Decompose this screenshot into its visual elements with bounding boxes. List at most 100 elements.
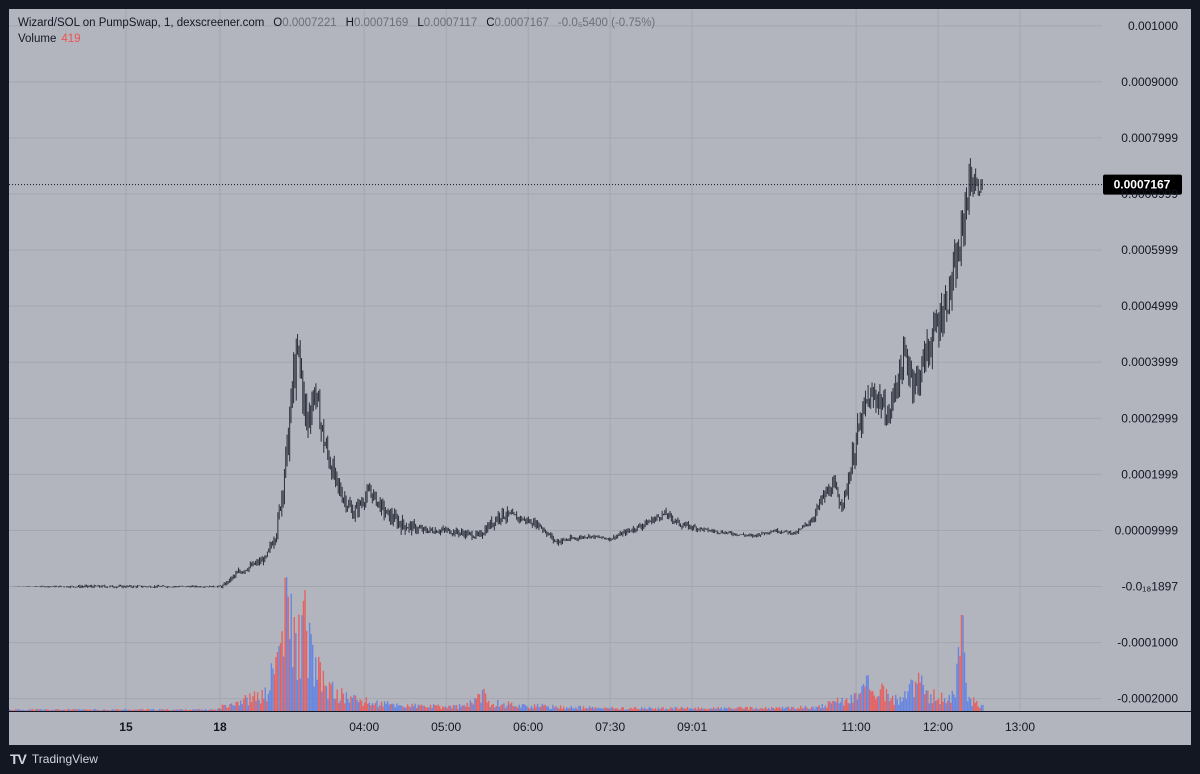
volume-bar [191,710,193,711]
volume-bar [111,709,113,711]
volume-bar [400,705,403,711]
volume-bar [359,699,361,711]
volume-bar [621,707,623,711]
volume-bar [642,708,644,711]
volume-bar [767,707,770,711]
volume-bar [936,700,938,711]
time-tick-label: 09:01 [677,720,707,734]
volume-bar [158,709,161,711]
volume-bar [318,656,320,711]
volume-bar [452,704,455,711]
volume-bar [122,709,124,711]
volume-bar [789,709,791,711]
volume-bar [53,709,55,711]
volume-bar [83,709,86,711]
volume-bar [100,710,103,711]
volume-bar [595,707,597,711]
volume-row: Volume 419 [18,31,655,47]
volume-bar [928,703,931,711]
volume-bar [148,709,150,711]
volume-bar [73,708,75,711]
volume-bar [119,710,121,711]
time-tick-label: 18 [213,720,227,734]
volume-bar [325,686,328,711]
tradingview-brand[interactable]: TradingView [31,752,98,766]
volume-bar [106,709,109,711]
volume-bar [950,702,952,711]
volume-bar [388,704,390,711]
volume-bar [715,708,718,711]
volume-bar [818,705,820,711]
symbol-title[interactable]: Wizard/SOL on PumpSwap, 1, dexscreener.c… [18,17,265,29]
volume-bar [656,709,658,711]
volume-bar [920,675,923,711]
tradingview-logo-icon[interactable]: TV [10,751,27,767]
volume-bar [258,699,260,711]
volume-bar [45,709,48,711]
volume-bar [588,706,591,711]
volume-bar [210,709,213,711]
volume-bar [390,704,392,711]
volume-bar [618,709,620,711]
volume-bar [957,647,960,711]
volume-bar [227,707,230,711]
volume-bar [940,692,943,711]
volume-bar [287,596,289,711]
volume-bar [829,701,831,711]
volume-bar [539,706,542,711]
volume-bar [553,707,556,711]
volume-bar [169,710,172,711]
volume-bar [454,705,456,711]
volume-bar [520,707,522,711]
volume-bar [797,707,799,711]
chart-svg[interactable]: 0.0007167 0.0010000.00090000.00079990.00… [9,9,1191,745]
volume-bar [330,684,332,711]
volume-bar [316,679,318,711]
volume-bar [408,706,410,711]
volume-bar [683,708,686,711]
volume-bar [35,709,37,711]
volume-bar [305,630,308,711]
chart-frame[interactable]: 0.0007167 0.001000 0.0009000 0.0007999 0.00… [9,9,1191,745]
volume-bar [501,704,504,711]
volume-bar [836,697,839,711]
volume-bar [601,708,603,711]
volume-bar [692,708,695,711]
volume-bar [399,704,401,711]
volume-bar [699,709,701,711]
volume-bar [771,706,773,711]
volume-bar [477,693,479,711]
volume-bar [888,701,891,711]
volume-bar [673,709,675,711]
volume-bar [930,694,932,711]
volume-bar [220,708,222,711]
volume-bar [894,694,897,711]
volume-bar [832,700,834,711]
volume-bar [281,631,283,711]
footer: TV TradingView [10,748,98,770]
volume-bar [315,657,317,711]
volume-bar [567,708,569,711]
volume-bar [873,695,875,711]
volume-bar [177,709,179,711]
volume-bar [613,708,615,711]
volume-bar [562,706,565,711]
volume-bar [893,704,895,711]
volume-bar [379,705,381,711]
volume-bar [798,708,800,711]
volume-bar [28,709,31,711]
volume-bar [729,708,732,711]
volume-bar [584,708,586,711]
volume-bar [437,704,439,711]
volume-bar [311,644,314,711]
volume-bar [120,709,123,711]
volume-label[interactable]: Volume [18,33,57,45]
volume-bar [129,710,132,711]
volume-bar [229,704,231,711]
volume-bar [97,709,100,711]
volume-bar [650,707,652,711]
volume-bar [128,709,130,711]
volume-bar [639,709,641,711]
volume-bar [155,710,158,711]
volume-bar [483,688,485,711]
